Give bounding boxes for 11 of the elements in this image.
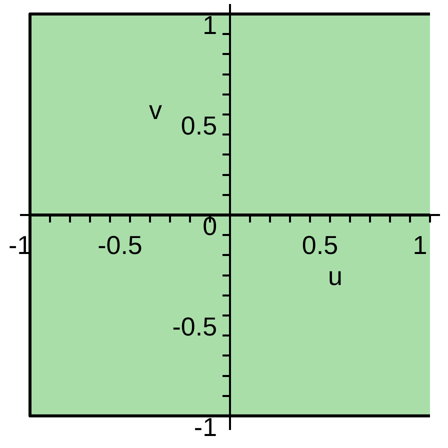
x-tick-label: -0.5 (98, 230, 142, 260)
y-tick-label: 0 (202, 211, 218, 242)
x-tick-label: 1 (412, 230, 428, 260)
y-tick-label: 0.5 (180, 110, 218, 141)
y-axis-title: v (149, 95, 162, 125)
y-tick-label: -1 (194, 412, 218, 442)
y-tick-label: 1 (202, 10, 218, 40)
x-axis-title: u (328, 261, 342, 291)
x-tick-label: -1 (8, 230, 32, 260)
y-tick-label: -0.5 (172, 312, 218, 342)
x-tick-label: 0.5 (302, 230, 338, 260)
